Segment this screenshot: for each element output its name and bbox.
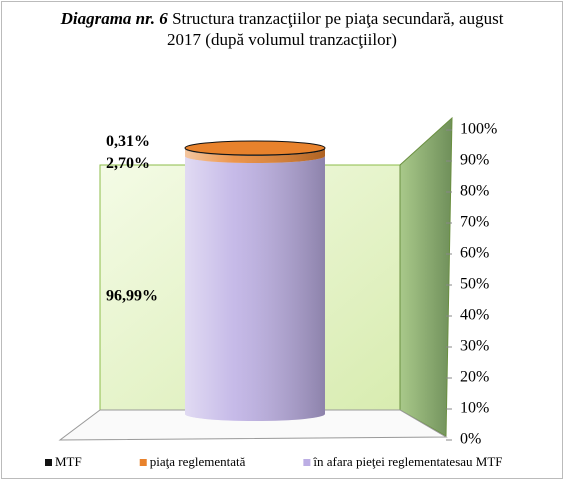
data-label: 0,31%: [106, 133, 150, 150]
y-tick-label: 80%: [460, 183, 489, 200]
legend-swatch: [45, 459, 52, 466]
title-lead: Diagrama nr. 6: [60, 9, 168, 28]
title-text: Structura tranzacţiilor pe piaţa secunda…: [167, 9, 504, 49]
y-tick-label: 10%: [460, 400, 489, 417]
legend-label: MTF: [55, 454, 82, 469]
y-tick-label: 100%: [460, 121, 497, 138]
chart-title: Diagrama nr. 6 Structura tranzacţiilor p…: [60, 8, 504, 50]
y-tick-label: 60%: [460, 245, 489, 262]
y-tick-label: 30%: [460, 338, 489, 355]
y-tick-label: 40%: [460, 307, 489, 324]
legend-label: în afara pieţei reglementatesau MTF: [312, 454, 502, 469]
data-label: 2,70%: [106, 155, 150, 172]
legend-label: piaţa reglementată: [150, 454, 246, 469]
side-wall: [399, 116, 453, 437]
legend-swatch: [139, 459, 147, 466]
cylinder-cap: [184, 140, 326, 156]
y-tick-label: 0%: [460, 431, 481, 448]
y-tick-label: 70%: [460, 214, 489, 231]
cylinder-shade: [185, 156, 325, 422]
data-label: 96,99%: [106, 288, 158, 305]
y-tick-label: 90%: [460, 152, 489, 169]
y-tick-label: 20%: [460, 369, 489, 386]
cylinder-shade: [185, 148, 325, 164]
legend-swatch: [303, 459, 311, 466]
y-tick-label: 50%: [460, 276, 489, 293]
